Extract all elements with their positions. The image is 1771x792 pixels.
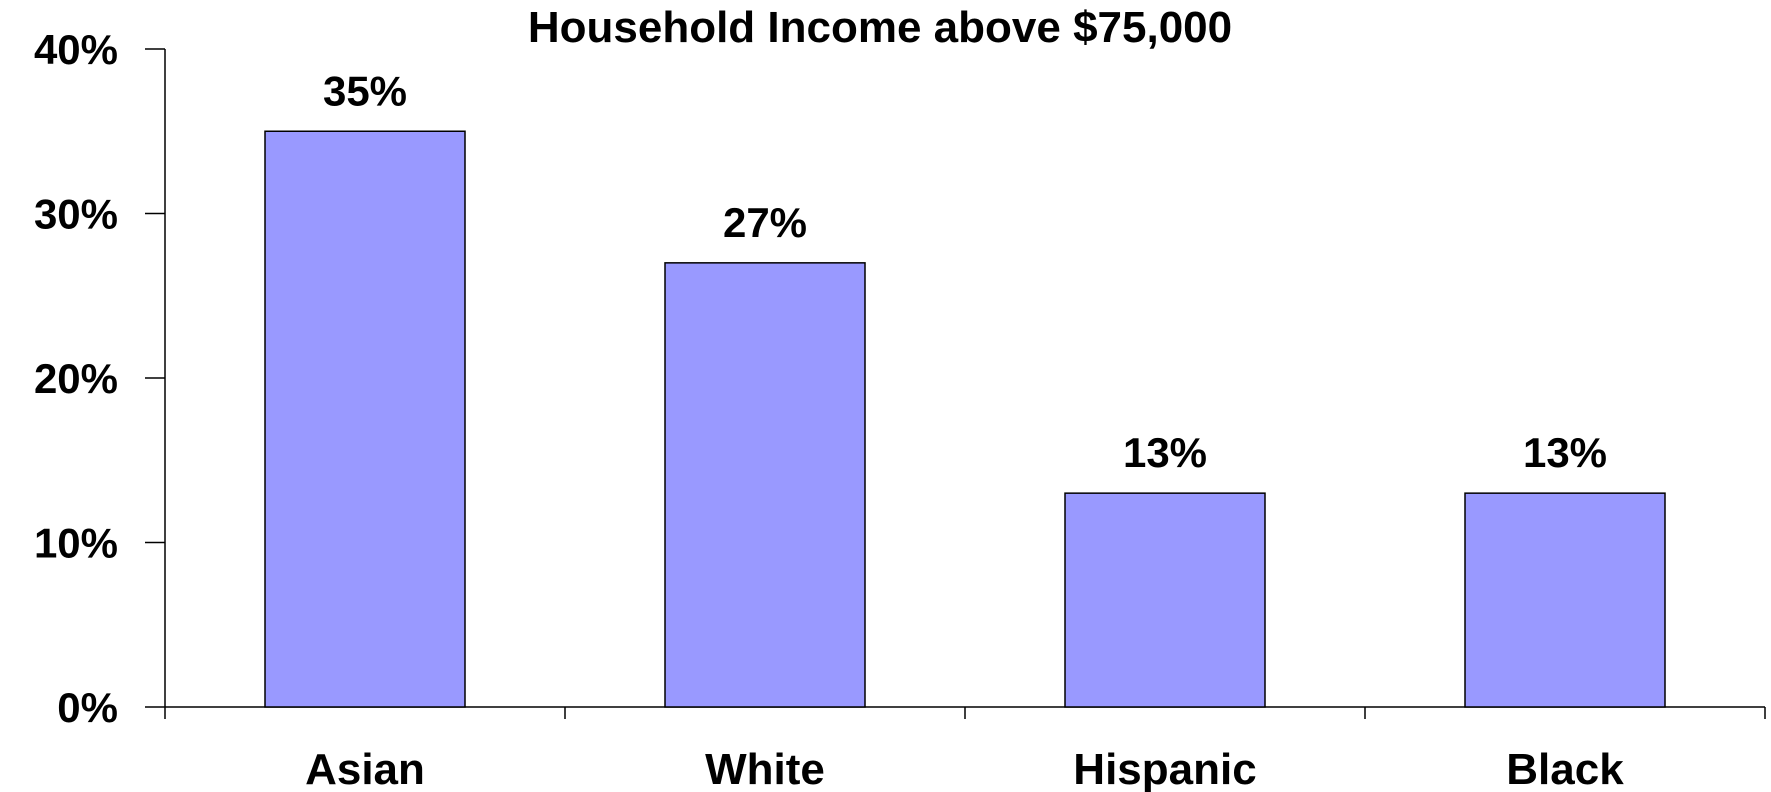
- bar-asian: [264, 130, 466, 708]
- x-tick-label: Asian: [305, 745, 425, 792]
- chart-title: Household Income above $75,000: [528, 3, 1232, 52]
- y-tick-label: 0%: [57, 684, 118, 731]
- x-tick-label: Black: [1506, 745, 1624, 792]
- axes: 0% 10% 20% 30% 40% Asian White Hispanic Black: [34, 26, 1766, 792]
- data-labels: 35% 27% 13% 13%: [323, 67, 1607, 476]
- data-label: 27%: [723, 199, 807, 246]
- data-label: 13%: [1123, 429, 1207, 476]
- y-tick-label: 10%: [34, 520, 118, 567]
- data-label: 13%: [1523, 429, 1607, 476]
- bar-hispanic: [1064, 492, 1266, 708]
- bar-black: [1464, 492, 1666, 708]
- x-tick-label: Hispanic: [1073, 745, 1256, 792]
- y-tick-label: 30%: [34, 191, 118, 238]
- y-tick-label: 40%: [34, 26, 118, 73]
- data-label: 35%: [323, 67, 407, 114]
- y-tick-label: 20%: [34, 355, 118, 402]
- bar-white: [664, 262, 866, 708]
- bars: [264, 130, 1666, 708]
- x-tick-label: White: [705, 745, 825, 792]
